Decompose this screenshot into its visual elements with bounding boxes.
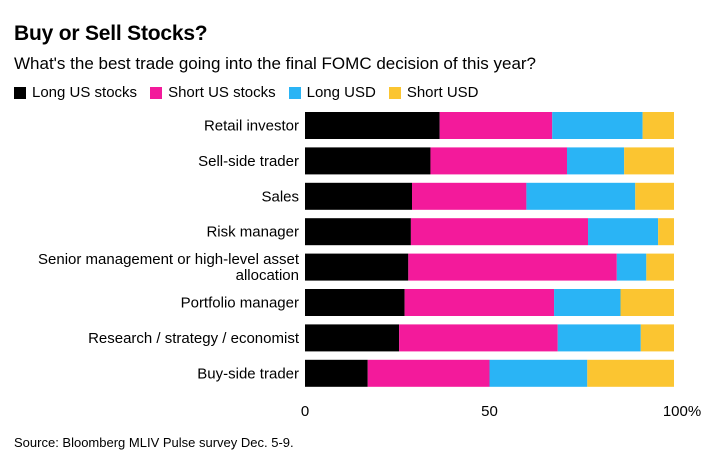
bar-segment-2-6 xyxy=(557,324,641,352)
bar-segment-2-3 xyxy=(588,218,659,246)
chart-legend: Long US stocks Short US stocks Long USD … xyxy=(14,84,492,101)
bar-segment-1-3 xyxy=(410,218,589,246)
chart-title: Buy or Sell Stocks? xyxy=(14,22,208,45)
bar-segment-0-4 xyxy=(305,253,409,281)
bar-segment-3-3 xyxy=(658,218,674,246)
category-label: Research / strategy / economist xyxy=(88,330,300,347)
bar-segment-1-4 xyxy=(408,253,617,281)
bar-segment-0-5 xyxy=(305,289,405,316)
bar-segment-2-1 xyxy=(566,147,625,175)
category-label: Risk manager xyxy=(206,224,299,241)
bar-segment-1-5 xyxy=(404,289,555,316)
x-tick-label: 0 xyxy=(301,403,309,420)
bar-segment-3-5 xyxy=(620,289,674,316)
bar-segment-0-2 xyxy=(305,182,413,210)
source-note: Source: Bloomberg MLIV Pulse survey Dec.… xyxy=(14,435,294,450)
category-label: Sell-side trader xyxy=(198,153,299,170)
bar-segment-2-2 xyxy=(526,182,636,210)
category-label: Sales xyxy=(261,188,299,205)
chart-subtitle: What's the best trade going into the fin… xyxy=(14,54,537,73)
legend-swatch xyxy=(288,86,301,99)
legend-label: Short USD xyxy=(406,84,479,101)
bar-segment-3-0 xyxy=(642,112,674,139)
bar-segment-2-7 xyxy=(489,359,588,387)
category-label: Buy-side trader xyxy=(197,365,299,382)
legend-swatch xyxy=(388,86,401,99)
legend-item-short-us-stocks: Short US stocks xyxy=(150,84,276,101)
bar-segment-0-7 xyxy=(305,359,368,387)
bar-segment-1-6 xyxy=(399,324,558,352)
bar-segment-1-2 xyxy=(412,182,527,210)
legend-label: Long US stocks xyxy=(32,84,138,101)
bar-segment-0-1 xyxy=(305,147,431,175)
legend-item-short-usd: Short USD xyxy=(388,84,479,101)
legend-label: Long USD xyxy=(306,84,376,101)
category-label: Retail investor xyxy=(204,118,299,135)
bar-segment-0-6 xyxy=(305,324,400,352)
bar-segment-2-5 xyxy=(554,289,621,316)
bar-segment-1-0 xyxy=(439,112,553,139)
bar-segment-3-1 xyxy=(624,147,674,175)
bar-segment-0-3 xyxy=(305,218,411,246)
bar-segment-3-4 xyxy=(646,253,674,281)
bar-segment-2-0 xyxy=(552,112,643,139)
bar-segment-1-1 xyxy=(430,147,567,175)
legend-item-long-usd: Long USD xyxy=(288,84,376,101)
category-label: Portfolio manager xyxy=(181,295,299,312)
category-label: Senior management or high-level asset all… xyxy=(38,251,300,284)
bar-segment-3-6 xyxy=(640,324,674,352)
bar-segment-0-0 xyxy=(305,112,440,139)
legend-label: Short US stocks xyxy=(168,84,276,101)
legend-item-long-us-stocks: Long US stocks xyxy=(14,84,137,101)
x-tick-label: 50 xyxy=(481,403,498,420)
legend-swatch xyxy=(150,86,163,99)
bar-segment-3-7 xyxy=(587,359,674,387)
bar-segment-2-4 xyxy=(616,253,647,281)
bar-segment-3-2 xyxy=(635,182,674,210)
x-tick-label: 100% xyxy=(663,403,701,420)
bar-segment-1-7 xyxy=(367,359,490,387)
legend-swatch xyxy=(14,86,26,99)
